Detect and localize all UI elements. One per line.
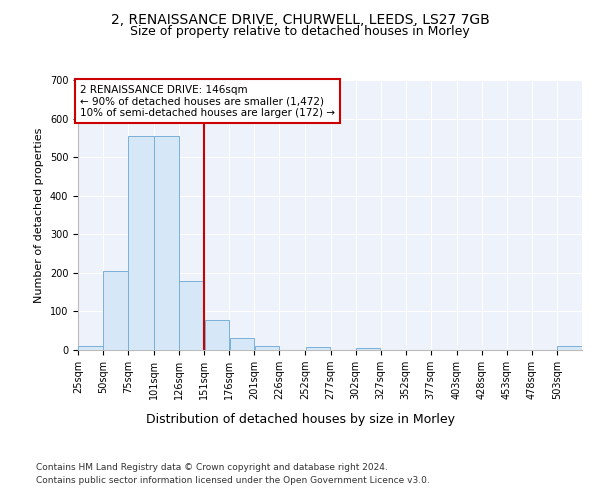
Bar [154, 136, 179, 350]
Bar [78, 346, 103, 350]
Text: 2 RENAISSANCE DRIVE: 146sqm
← 90% of detached houses are smaller (1,472)
10% of : 2 RENAISSANCE DRIVE: 146sqm ← 90% of det… [80, 84, 335, 118]
Text: Contains HM Land Registry data © Crown copyright and database right 2024.: Contains HM Land Registry data © Crown c… [36, 464, 388, 472]
Bar [306, 347, 330, 350]
Bar [356, 348, 380, 350]
Bar [205, 320, 229, 350]
Text: Distribution of detached houses by size in Morley: Distribution of detached houses by size … [146, 412, 455, 426]
Text: 2, RENAISSANCE DRIVE, CHURWELL, LEEDS, LS27 7GB: 2, RENAISSANCE DRIVE, CHURWELL, LEEDS, L… [110, 12, 490, 26]
Bar [557, 346, 582, 350]
Bar [103, 271, 128, 350]
Bar [179, 280, 204, 350]
Y-axis label: Number of detached properties: Number of detached properties [34, 128, 44, 302]
Bar [230, 338, 254, 350]
Text: Size of property relative to detached houses in Morley: Size of property relative to detached ho… [130, 25, 470, 38]
Bar [128, 136, 154, 350]
Bar [254, 346, 279, 350]
Text: Contains public sector information licensed under the Open Government Licence v3: Contains public sector information licen… [36, 476, 430, 485]
